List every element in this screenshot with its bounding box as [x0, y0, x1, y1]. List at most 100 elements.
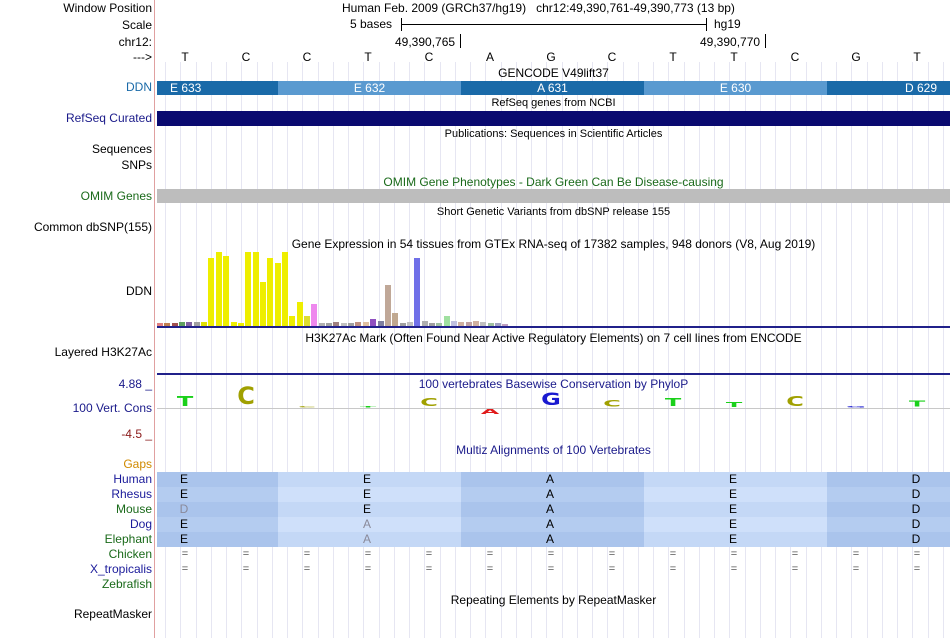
- exon-block[interactable]: E 632: [278, 81, 461, 95]
- alignment-cell[interactable]: [644, 532, 827, 547]
- gtex-bar[interactable]: [274, 263, 281, 326]
- gtex-bar[interactable]: [362, 322, 369, 326]
- gtex-bar[interactable]: [392, 313, 399, 326]
- gtex-bar[interactable]: [208, 258, 215, 326]
- gtex-bar[interactable]: [355, 322, 362, 326]
- exon-block[interactable]: E 630: [644, 81, 827, 95]
- refseq-track-label[interactable]: RefSeq Curated: [65, 111, 152, 125]
- gtex-bar[interactable]: [296, 302, 303, 326]
- gtex-bar[interactable]: [421, 321, 428, 326]
- gtex-bar[interactable]: [267, 258, 274, 326]
- gtex-bar[interactable]: [399, 323, 406, 326]
- cons-track-label[interactable]: 100 Vert. Cons: [72, 401, 152, 415]
- alignment-cell[interactable]: [278, 502, 461, 517]
- alignment-cell[interactable]: [157, 532, 278, 547]
- alignment-cell[interactable]: [644, 517, 827, 532]
- alignment-cell[interactable]: [827, 517, 950, 532]
- species-label[interactable]: X_tropicalis: [89, 562, 152, 576]
- dbsnp-track-label[interactable]: Common dbSNP(155): [33, 220, 152, 234]
- gtex-bar[interactable]: [171, 323, 178, 326]
- alignment-cell[interactable]: [461, 487, 644, 502]
- gtex-bar[interactable]: [487, 323, 494, 326]
- gtex-bar[interactable]: [259, 282, 266, 326]
- gtex-bar[interactable]: [186, 322, 193, 326]
- omim-track-label[interactable]: OMIM Genes: [80, 189, 152, 203]
- species-label[interactable]: Elephant: [104, 532, 152, 546]
- gtex-bar[interactable]: [465, 322, 472, 326]
- gtex-bar[interactable]: [164, 323, 171, 326]
- gtex-bar[interactable]: [193, 322, 200, 326]
- alignment-cell[interactable]: [644, 472, 827, 487]
- gtex-bar[interactable]: [473, 321, 480, 326]
- gtex-bar[interactable]: [384, 285, 391, 326]
- alignment-cell[interactable]: [278, 517, 461, 532]
- gtex-bar[interactable]: [245, 252, 252, 326]
- gtex-bar[interactable]: [179, 322, 186, 326]
- gtex-bar[interactable]: [237, 323, 244, 326]
- alignment-cell[interactable]: [278, 487, 461, 502]
- gtex-bar[interactable]: [304, 316, 311, 326]
- gtex-bar[interactable]: [289, 316, 296, 326]
- alignment-cell[interactable]: [644, 502, 827, 517]
- species-label[interactable]: Mouse: [115, 502, 152, 516]
- gtex-bar[interactable]: [480, 322, 487, 326]
- gtex-bar[interactable]: [318, 323, 325, 326]
- gtex-bar[interactable]: [370, 319, 377, 326]
- gtex-bar[interactable]: [252, 252, 259, 326]
- gtex-bar[interactable]: [443, 316, 450, 326]
- alignment-cell[interactable]: [157, 472, 278, 487]
- gencode-track-label[interactable]: DDN: [126, 80, 152, 94]
- gtex-bar[interactable]: [406, 322, 413, 326]
- alignment-cell[interactable]: [827, 502, 950, 517]
- alignment-cell[interactable]: [461, 472, 644, 487]
- gtex-track-label[interactable]: DDN: [126, 284, 152, 298]
- alignment-cell[interactable]: [644, 487, 827, 502]
- gtex-bar[interactable]: [230, 322, 237, 326]
- gtex-bar[interactable]: [311, 304, 318, 326]
- alignment-cell[interactable]: [827, 532, 950, 547]
- alignment-cell[interactable]: [461, 517, 644, 532]
- snps-label[interactable]: SNPs: [121, 158, 152, 172]
- alignment-cell[interactable]: [278, 532, 461, 547]
- gtex-bar[interactable]: [451, 321, 458, 326]
- gtex-bar[interactable]: [377, 321, 384, 326]
- gtex-bar[interactable]: [201, 322, 208, 326]
- sequences-label[interactable]: Sequences: [91, 142, 152, 156]
- gtex-bar[interactable]: [495, 323, 502, 326]
- alignment-cell[interactable]: [461, 502, 644, 517]
- refseq-gene-bar[interactable]: [157, 111, 950, 126]
- alignment-cell[interactable]: [278, 472, 461, 487]
- alignment-cell[interactable]: [827, 472, 950, 487]
- species-label[interactable]: Zebrafish: [101, 577, 152, 591]
- gtex-bar[interactable]: [326, 323, 333, 326]
- species-label[interactable]: Rhesus: [111, 487, 152, 501]
- alignment-cell[interactable]: [461, 532, 644, 547]
- h3k27ac-track-label[interactable]: Layered H3K27Ac: [54, 345, 152, 359]
- species-label[interactable]: Human: [113, 472, 152, 486]
- exon-block[interactable]: A 631: [461, 81, 644, 95]
- gtex-bar[interactable]: [157, 323, 164, 326]
- omim-gene-bar[interactable]: [157, 189, 950, 203]
- gtex-bar[interactable]: [348, 323, 355, 326]
- gtex-bar[interactable]: [436, 323, 443, 326]
- alignment-cell[interactable]: [157, 487, 278, 502]
- exon-block[interactable]: E 633: [157, 81, 278, 95]
- exon-block[interactable]: D 629: [827, 81, 950, 95]
- gtex-bar[interactable]: [281, 252, 288, 326]
- species-label[interactable]: Dog: [129, 517, 152, 531]
- gtex-bar[interactable]: [340, 323, 347, 326]
- repeatmasker-track-label[interactable]: RepeatMasker: [73, 607, 152, 621]
- gtex-bar[interactable]: [502, 324, 509, 326]
- gtex-bar[interactable]: [458, 322, 465, 326]
- gtex-bar[interactable]: [414, 258, 421, 326]
- alignment-cell[interactable]: [157, 502, 278, 517]
- gtex-bar[interactable]: [223, 256, 230, 326]
- gtex-bar[interactable]: [333, 322, 340, 326]
- alignment-cell[interactable]: [157, 517, 278, 532]
- gaps-label[interactable]: Gaps: [123, 457, 152, 471]
- species-label[interactable]: Chicken: [108, 547, 152, 561]
- alignment-cell[interactable]: [827, 487, 950, 502]
- gtex-bar[interactable]: [215, 252, 222, 326]
- gtex-bar[interactable]: [428, 323, 435, 326]
